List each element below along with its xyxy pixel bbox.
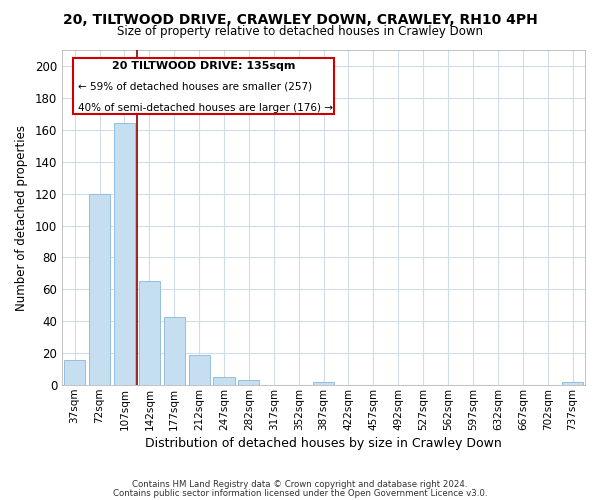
FancyBboxPatch shape xyxy=(73,58,334,114)
Bar xyxy=(238,380,259,385)
Y-axis label: Number of detached properties: Number of detached properties xyxy=(15,124,28,310)
Text: 20 TILTWOOD DRIVE: 135sqm: 20 TILTWOOD DRIVE: 135sqm xyxy=(112,62,295,72)
Text: Size of property relative to detached houses in Crawley Down: Size of property relative to detached ho… xyxy=(117,25,483,38)
Bar xyxy=(139,282,160,385)
Bar xyxy=(214,377,235,385)
Text: ← 59% of detached houses are smaller (257): ← 59% of detached houses are smaller (25… xyxy=(78,82,312,92)
Bar xyxy=(89,194,110,385)
X-axis label: Distribution of detached houses by size in Crawley Down: Distribution of detached houses by size … xyxy=(145,437,502,450)
Text: 40% of semi-detached houses are larger (176) →: 40% of semi-detached houses are larger (… xyxy=(78,103,333,113)
Bar xyxy=(114,124,135,385)
Text: Contains public sector information licensed under the Open Government Licence v3: Contains public sector information licen… xyxy=(113,488,487,498)
Bar xyxy=(562,382,583,385)
Bar xyxy=(188,355,209,385)
Text: Contains HM Land Registry data © Crown copyright and database right 2024.: Contains HM Land Registry data © Crown c… xyxy=(132,480,468,489)
Bar xyxy=(313,382,334,385)
Bar xyxy=(64,360,85,385)
Text: 20, TILTWOOD DRIVE, CRAWLEY DOWN, CRAWLEY, RH10 4PH: 20, TILTWOOD DRIVE, CRAWLEY DOWN, CRAWLE… xyxy=(62,12,538,26)
Bar xyxy=(164,316,185,385)
